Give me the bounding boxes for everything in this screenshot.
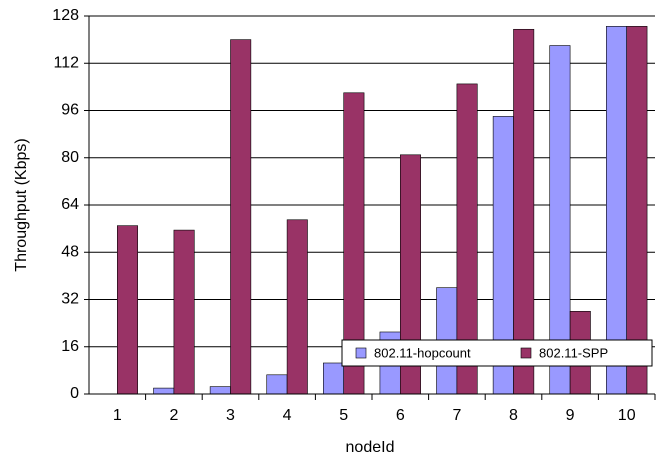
y-tick-label: 96	[61, 102, 79, 119]
x-tick-label: 10	[618, 407, 636, 424]
bar	[286, 219, 308, 395]
bar	[266, 374, 288, 395]
bar	[230, 39, 252, 395]
y-axis-label: Throughput (Kbps)	[13, 138, 30, 271]
bar	[606, 26, 627, 395]
y-tick-label: 0	[70, 385, 79, 402]
y-tick-label: 128	[52, 7, 79, 24]
legend-swatch	[520, 347, 532, 359]
y-tick-label: 32	[61, 291, 79, 308]
legend-box	[341, 339, 653, 367]
x-tick-label: 5	[339, 407, 348, 424]
legend-label: 802.11-hopcount	[374, 345, 471, 360]
bar	[513, 28, 535, 395]
bar	[323, 362, 345, 395]
y-tick-label: 64	[61, 196, 79, 213]
bar	[117, 225, 138, 395]
bar	[209, 386, 231, 395]
x-tick-label: 2	[169, 407, 178, 424]
y-tick-label: 112	[53, 54, 79, 71]
x-tick-label: 3	[226, 407, 235, 424]
y-tick-label: 48	[61, 243, 79, 260]
x-tick-label: 6	[396, 407, 405, 424]
legend-swatch	[355, 347, 367, 359]
bar	[626, 26, 648, 395]
y-tick-label: 80	[61, 149, 79, 166]
legend: 802.11-hopcount 802.11-SPP	[341, 339, 653, 367]
x-tick-label: 7	[452, 407, 461, 424]
x-tick-label: 9	[566, 407, 575, 424]
x-axis-label: nodeId	[346, 439, 395, 456]
bar	[153, 387, 175, 395]
x-tick-label: 1	[113, 407, 122, 424]
legend-label: 802.11-SPP	[539, 345, 608, 360]
x-tick-label: 4	[283, 407, 292, 424]
bar	[173, 229, 195, 395]
y-tick-label: 16	[61, 338, 79, 355]
x-tick-label: 8	[509, 407, 518, 424]
